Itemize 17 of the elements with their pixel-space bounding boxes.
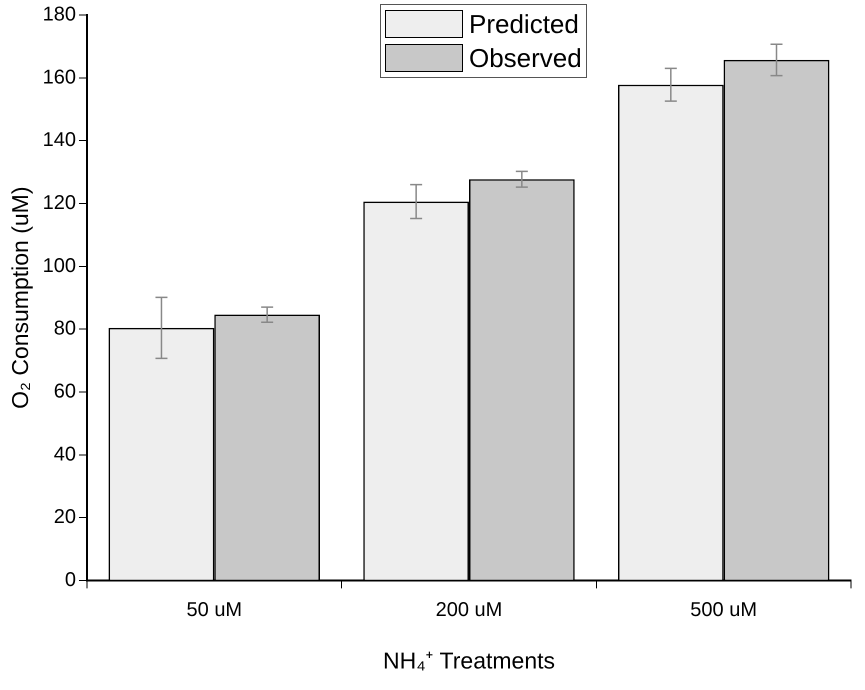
- y-tick-label: 60: [54, 380, 76, 402]
- legend-label: Predicted: [469, 8, 579, 40]
- y-tick-label: 40: [54, 443, 76, 466]
- legend-label: Observed: [469, 42, 582, 74]
- y-tick-label: 100: [42, 254, 76, 277]
- x-axis-title: NH₄⁺ Treatments: [382, 648, 556, 674]
- y-tick-label: 120: [42, 192, 76, 214]
- y-tick-label: 20: [54, 506, 76, 528]
- x-tick-label: 50 uM: [186, 598, 242, 621]
- x-tick-label: 200 uM: [436, 598, 502, 621]
- y-tick-label: 160: [42, 66, 76, 88]
- y-axis-title: O₂ Consumption (uM): [7, 186, 34, 409]
- y-tick-label: 140: [42, 129, 76, 152]
- x-tick-label: 500 uM: [690, 598, 758, 621]
- y-tick-label: 0: [64, 568, 76, 591]
- y-tick-label: 80: [54, 318, 76, 340]
- y-tick-label: 180: [42, 4, 76, 26]
